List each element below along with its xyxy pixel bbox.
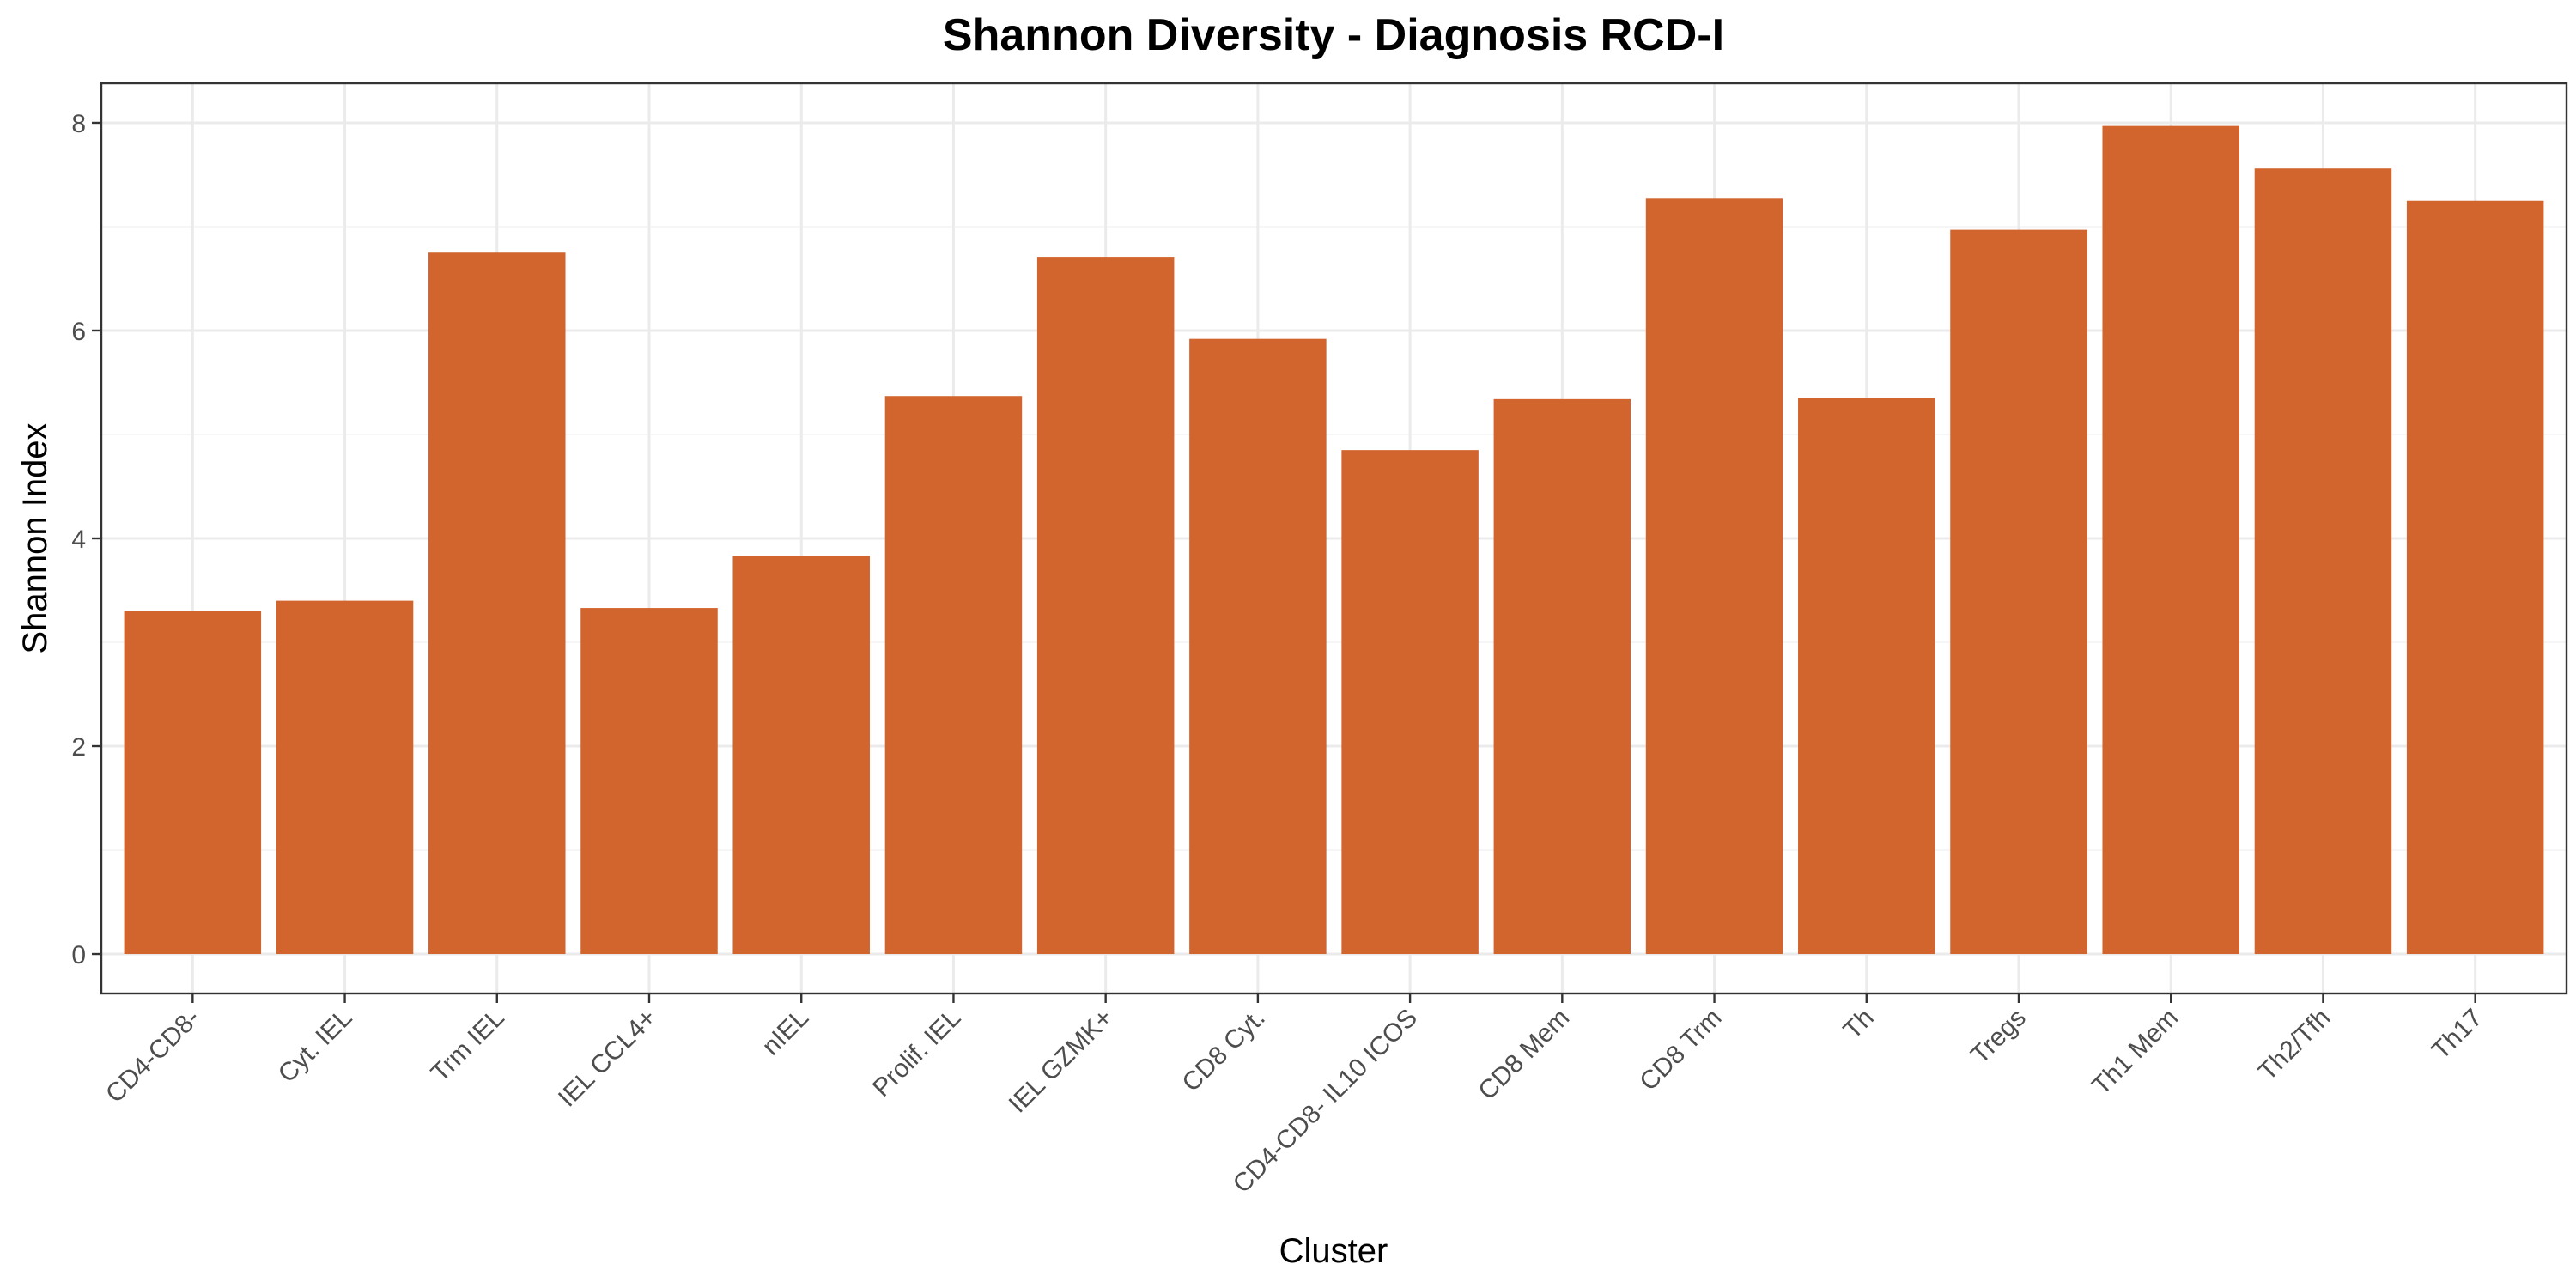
bar: [1341, 450, 1479, 955]
bar: [276, 600, 414, 955]
chart-title: Shannon Diversity - Diagnosis RCD-I: [943, 10, 1724, 60]
bar: [732, 556, 870, 955]
bar: [428, 252, 566, 955]
y-tick-label: 6: [71, 318, 86, 346]
bar: [1493, 398, 1631, 955]
bar: [2406, 200, 2544, 955]
bar: [884, 396, 1023, 955]
y-axis: 0 2 4 6 8: [71, 110, 101, 969]
bar: [1798, 398, 1935, 955]
bar: [2102, 125, 2239, 955]
y-tick-label: 4: [71, 526, 86, 554]
bar: [580, 608, 718, 955]
y-tick-label: 8: [71, 110, 86, 138]
y-tick-label: 0: [71, 941, 86, 969]
y-tick-label: 2: [71, 733, 86, 762]
y-axis-title: Shannon Index: [16, 422, 54, 653]
bar: [1036, 257, 1175, 955]
bar: [1950, 229, 2087, 955]
bar: [1189, 338, 1327, 955]
bar: [1645, 198, 1783, 955]
bar: [124, 611, 262, 955]
bars: [124, 125, 2544, 955]
bar: [2254, 168, 2392, 955]
x-axis-title: Cluster: [1279, 1232, 1388, 1270]
